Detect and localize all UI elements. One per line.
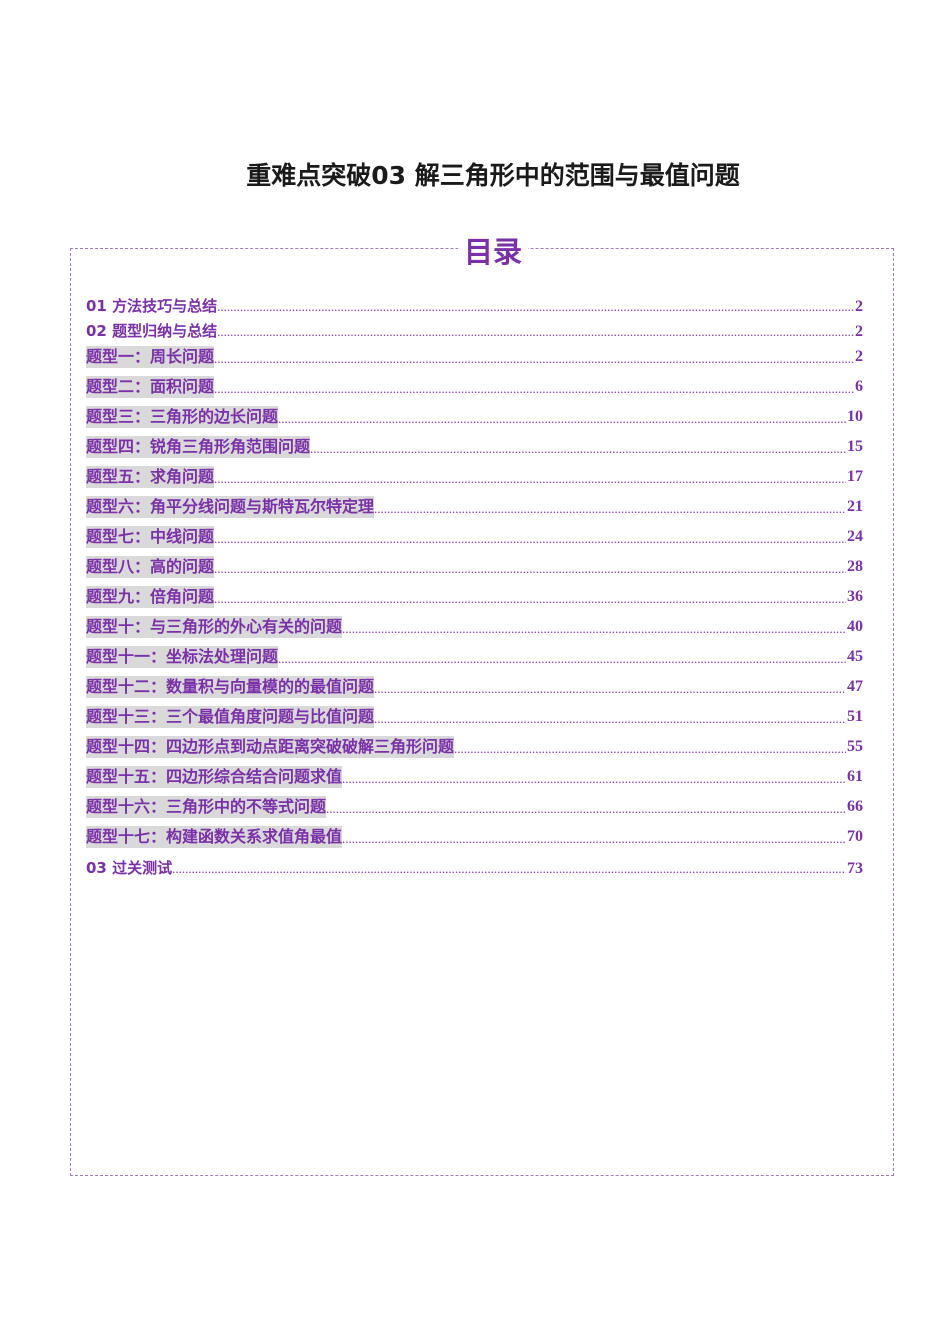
toc-entry-page: 55 bbox=[847, 738, 863, 755]
toc-entry-label[interactable]: 题型四：锐角三角形角范围问题 bbox=[86, 436, 311, 458]
toc-dot-leader: ........................................… bbox=[454, 741, 846, 756]
toc-entry[interactable]: 题型十七：构建函数关系求值角最值........................… bbox=[86, 824, 863, 848]
toc-heading-text: 目录 bbox=[457, 235, 528, 269]
toc-entry-label[interactable]: 题型十六：三角形中的不等式问题 bbox=[86, 796, 327, 818]
toc-entry-label[interactable]: 题型七：中线问题 bbox=[86, 526, 215, 548]
toc-dot-leader: ........................................… bbox=[217, 324, 854, 339]
toc-entry[interactable]: 题型八：高的问题................................… bbox=[86, 554, 863, 578]
toc-dot-leader: ........................................… bbox=[326, 801, 846, 816]
toc-entry-label[interactable]: 题型八：高的问题 bbox=[86, 556, 215, 578]
toc-entry-page: 45 bbox=[847, 648, 863, 665]
toc-dot-leader: ........................................… bbox=[172, 861, 846, 876]
toc-entry[interactable]: 题型十三：三个最值角度问题与比值问题......................… bbox=[86, 704, 863, 728]
document-title: 重难点突破03 解三角形中的范围与最值问题 bbox=[246, 161, 740, 190]
toc-dot-leader: ........................................… bbox=[374, 501, 846, 516]
toc-dot-leader: ........................................… bbox=[214, 591, 846, 606]
toc-dot-leader: ........................................… bbox=[214, 381, 854, 396]
toc-entry-label[interactable]: 题型十：与三角形的外心有关的问题 bbox=[86, 616, 343, 638]
toc-dot-leader: ........................................… bbox=[342, 771, 846, 786]
toc-entry-page: 24 bbox=[847, 528, 863, 545]
toc-dot-leader: ........................................… bbox=[214, 531, 846, 546]
toc-entry[interactable]: 题型十：与三角形的外心有关的问题........................… bbox=[86, 614, 863, 638]
toc-entry-page: 61 bbox=[847, 768, 863, 785]
toc-dot-leader: ........................................… bbox=[214, 561, 846, 576]
toc-entry-page: 47 bbox=[847, 678, 863, 695]
toc-entry-page: 21 bbox=[847, 498, 863, 515]
toc-entry-label[interactable]: 题型三：三角形的边长问题 bbox=[86, 406, 279, 428]
toc-entry[interactable]: 题型三：三角形的边长问题............................… bbox=[86, 404, 863, 428]
toc-entry-page: 51 bbox=[847, 708, 863, 725]
toc-entry-page: 73 bbox=[847, 860, 863, 877]
toc-entry-label[interactable]: 题型十一：坐标法处理问题 bbox=[86, 646, 279, 668]
toc-entry-page: 36 bbox=[847, 588, 863, 605]
toc-entry[interactable]: 题型十五：四边形综合结合问题求值........................… bbox=[86, 764, 863, 788]
toc-entry-label[interactable]: 题型一：周长问题 bbox=[86, 346, 215, 368]
toc-entry-page: 2 bbox=[855, 323, 863, 340]
toc-entry-label[interactable]: 题型十七：构建函数关系求值角最值 bbox=[86, 826, 343, 848]
toc-entry-label[interactable]: 02 题型归纳与总结 bbox=[86, 322, 218, 340]
toc-entry-label[interactable]: 题型二：面积问题 bbox=[86, 376, 215, 398]
toc-entry-label[interactable]: 03 过关测试 bbox=[86, 859, 173, 877]
toc-entry-label[interactable]: 题型九：倍角问题 bbox=[86, 586, 215, 608]
toc-entry[interactable]: 题型十二：数量积与向量模的的最值问题......................… bbox=[86, 674, 863, 698]
toc-entry-page: 70 bbox=[847, 828, 863, 845]
toc-dot-leader: ........................................… bbox=[310, 441, 846, 456]
toc-entry-label[interactable]: 题型十三：三个最值角度问题与比值问题 bbox=[86, 706, 375, 728]
toc-entry[interactable]: 题型五：求角问题................................… bbox=[86, 464, 863, 488]
toc-entry[interactable]: 题型十六：三角形中的不等式问题.........................… bbox=[86, 794, 863, 818]
toc-entry-label[interactable]: 题型十五：四边形综合结合问题求值 bbox=[86, 766, 343, 788]
toc-entry-page: 17 bbox=[847, 468, 863, 485]
toc-entry-page: 40 bbox=[847, 618, 863, 635]
toc-entry-page: 15 bbox=[847, 438, 863, 455]
toc-entry[interactable]: 题型六：角平分线问题与斯特瓦尔特定理......................… bbox=[86, 494, 863, 518]
toc-dot-leader: ........................................… bbox=[278, 651, 846, 666]
toc-entry[interactable]: 题型九：倍角问题................................… bbox=[86, 584, 863, 608]
toc-entry-page: 2 bbox=[855, 298, 863, 315]
toc-entry[interactable]: 02 题型归纳与总结..............................… bbox=[86, 321, 863, 341]
toc-dot-leader: ........................................… bbox=[214, 471, 846, 486]
toc-entry-label[interactable]: 01 方法技巧与总结 bbox=[86, 297, 218, 315]
toc-entry[interactable]: 题型十一：坐标法处理问题............................… bbox=[86, 644, 863, 668]
toc-dot-leader: ........................................… bbox=[214, 351, 854, 366]
toc-entry[interactable]: 01 方法技巧与总结..............................… bbox=[86, 296, 863, 316]
toc-entry-label[interactable]: 题型十四：四边形点到动点距离突破破解三角形问题 bbox=[86, 736, 455, 758]
toc-entry-page: 66 bbox=[847, 798, 863, 815]
toc-entry[interactable]: 题型十四：四边形点到动点距离突破破解三角形问题.................… bbox=[86, 734, 863, 758]
toc-dot-leader: ........................................… bbox=[217, 299, 854, 314]
toc-entry-label[interactable]: 题型五：求角问题 bbox=[86, 466, 215, 488]
toc-entry[interactable]: 题型一：周长问题................................… bbox=[86, 344, 863, 368]
toc-entry-label[interactable]: 题型六：角平分线问题与斯特瓦尔特定理 bbox=[86, 496, 375, 518]
toc-entry[interactable]: 题型二：面积问题................................… bbox=[86, 374, 863, 398]
toc-entry-page: 28 bbox=[847, 558, 863, 575]
toc-entry-label[interactable]: 题型十二：数量积与向量模的的最值问题 bbox=[86, 676, 375, 698]
toc-entry[interactable]: 题型四：锐角三角形角范围问题..........................… bbox=[86, 434, 863, 458]
toc-entry-page: 6 bbox=[855, 378, 863, 395]
toc-dot-leader: ........................................… bbox=[342, 621, 846, 636]
toc-entry-page: 10 bbox=[847, 408, 863, 425]
toc-dot-leader: ........................................… bbox=[278, 411, 846, 426]
toc-dot-leader: ........................................… bbox=[342, 831, 846, 846]
toc-dot-leader: ........................................… bbox=[374, 681, 846, 696]
toc-entry-page: 2 bbox=[855, 348, 863, 365]
toc-heading: 目录 bbox=[0, 232, 950, 272]
toc-entry[interactable]: 03 过关测试.................................… bbox=[86, 858, 863, 878]
toc-dot-leader: ........................................… bbox=[374, 711, 846, 726]
toc-entry[interactable]: 题型七：中线问题................................… bbox=[86, 524, 863, 548]
